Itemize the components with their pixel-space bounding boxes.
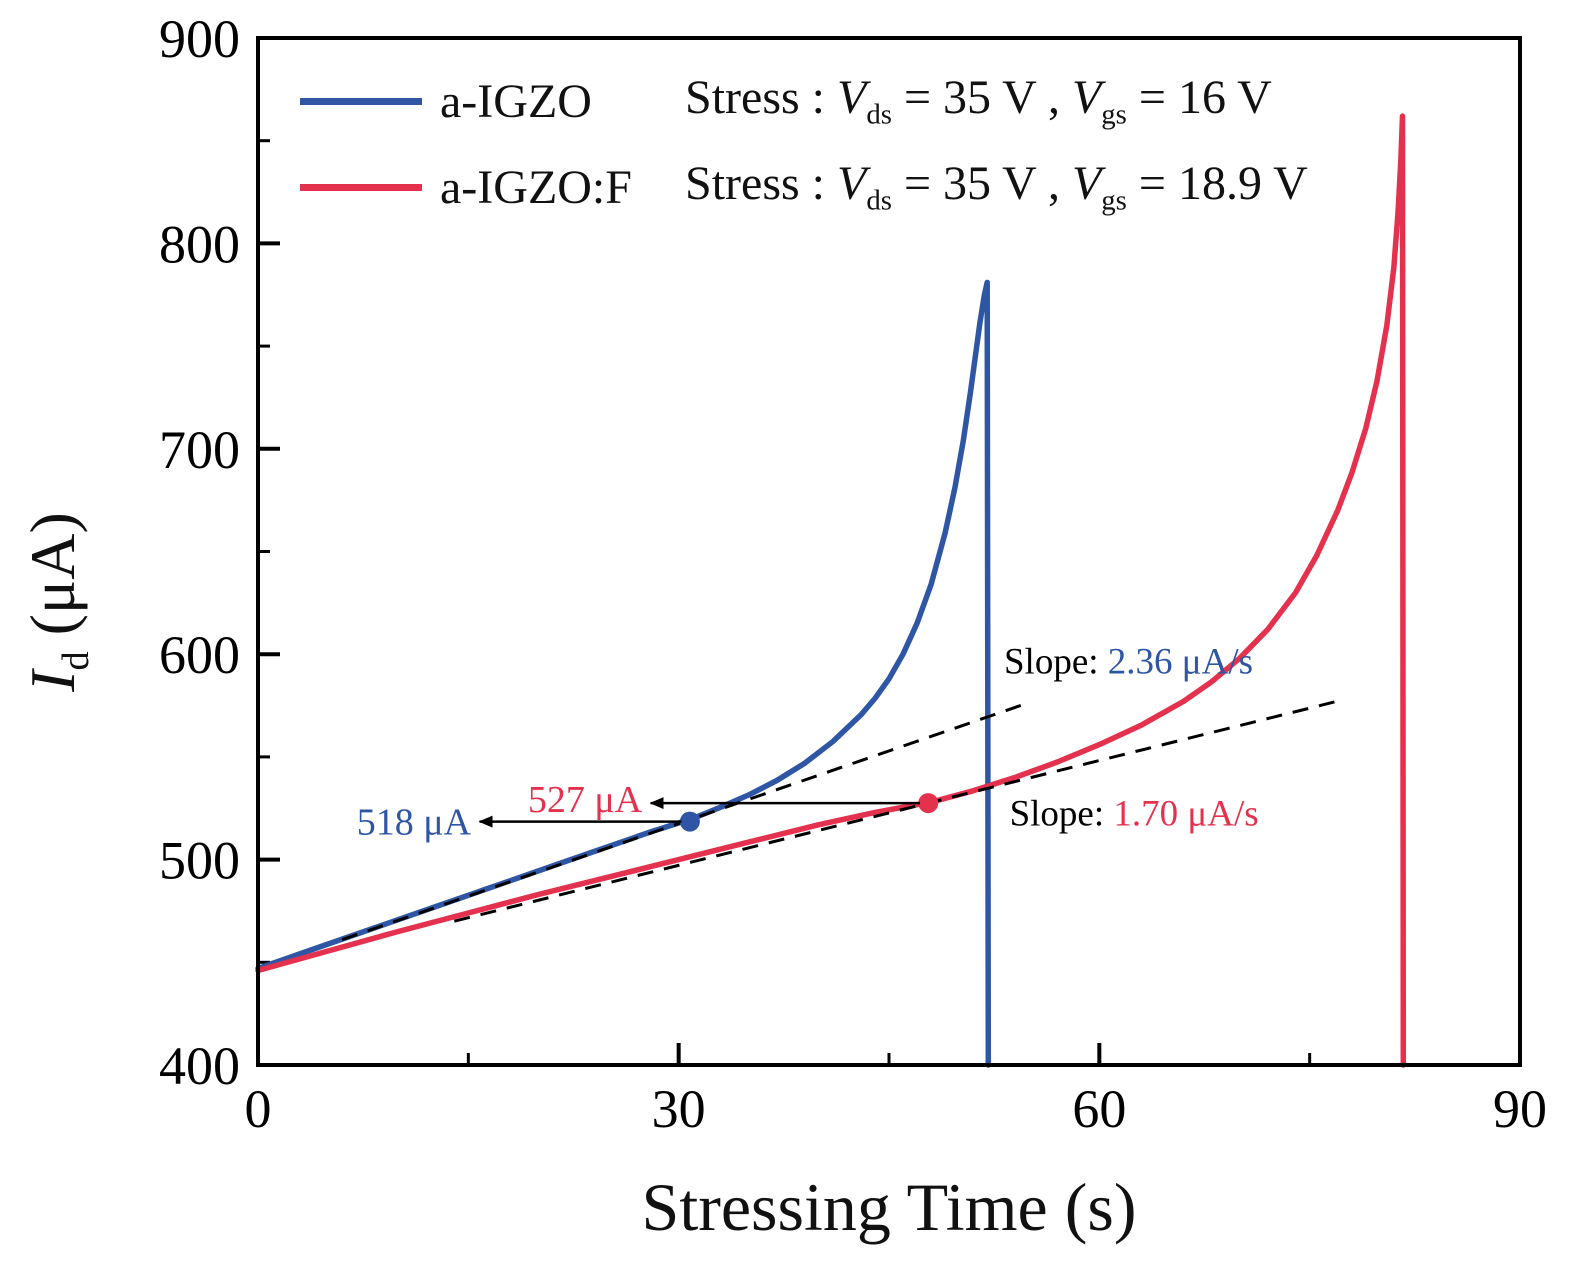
value-annotation-1: 527 μA	[528, 779, 643, 821]
x-tick-label: 30	[652, 1079, 706, 1139]
legend-entry-a-igzo: a-IGZO Stress : Vds = 35 V , Vgs = 16 V	[300, 58, 1308, 144]
series-line-0	[255, 279, 992, 1068]
y-tick-label: 600	[159, 625, 240, 685]
legend-label: a-IGZO:F	[440, 160, 632, 214]
legend-entry-a-igzo-f: a-IGZO:F Stress : Vds = 35 V , Vgs = 18.…	[300, 144, 1308, 230]
y-axis-symbol: I	[17, 670, 88, 692]
data-point-marker-1	[918, 793, 939, 814]
legend-swatch-blue-line	[300, 97, 422, 105]
y-tick-label: 500	[159, 831, 240, 891]
x-tick-label: 90	[1493, 1079, 1547, 1139]
slope-annotation-1: Slope: 1.70 μA/s	[1010, 793, 1259, 834]
legend-stress-text: Stress : Vds = 35 V , Vgs = 18.9 V	[685, 157, 1308, 217]
legend: a-IGZO Stress : Vds = 35 V , Vgs = 16 V …	[300, 58, 1308, 230]
y-tick-label: 700	[159, 420, 240, 480]
y-axis-unit: (μA)	[17, 512, 88, 652]
y-tick-label: 400	[159, 1036, 240, 1096]
y-tick-label: 900	[159, 9, 240, 69]
legend-stress-text: Stress : Vds = 35 V , Vgs = 16 V	[685, 71, 1272, 131]
legend-label: a-IGZO	[440, 74, 592, 128]
y-axis-subscript: d	[54, 651, 97, 671]
legend-swatch-red-line	[300, 183, 422, 191]
slope-annotation-0: Slope: 2.36 μA/s	[1004, 641, 1253, 682]
y-axis-label: Id (μA)	[16, 352, 100, 852]
series-line-1	[255, 113, 1407, 1068]
x-tick-label: 60	[1072, 1079, 1126, 1139]
axis-ticks: 0 30 60 90 400 500 600 700 800 900	[159, 9, 1547, 1139]
tangent-line-1	[453, 697, 1346, 923]
x-tick-label: 0	[245, 1079, 272, 1139]
y-tick-label: 800	[159, 214, 240, 274]
plot-frame	[256, 36, 1522, 1067]
x-axis-label: Stressing Time (s)	[641, 1169, 1137, 1245]
data-point-marker-0	[679, 811, 700, 832]
value-annotation-0: 518 μA	[357, 802, 472, 844]
